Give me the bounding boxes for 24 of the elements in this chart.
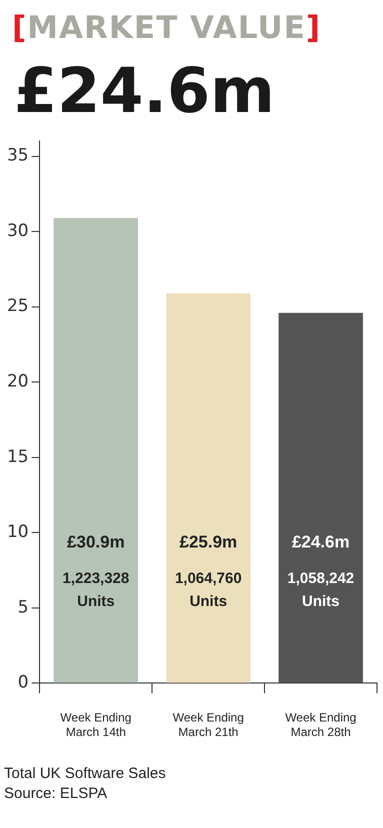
y-tick-label: 30 [6, 220, 29, 241]
data-label: £30.9m [67, 532, 125, 552]
x-tick-label: Week Ending March 21th [172, 710, 244, 740]
y-tick-label: 10 [6, 522, 29, 542]
y-tick-label: 25 [6, 296, 29, 316]
source-note: Source: ELSPA [4, 784, 108, 804]
data-label: £24.6m [292, 532, 350, 552]
annotation: 1,058,242 Units [287, 570, 354, 610]
y-tick-label: 20 [6, 372, 29, 392]
chart-subtitle: £24.6m [14, 54, 276, 128]
y-tick-label: 5 [18, 597, 29, 618]
text: Total UK Software Sales [4, 764, 167, 784]
annotation: 1,064,760 Units [174, 570, 242, 610]
chart-title: [MARKET VALUE] [12, 10, 322, 46]
x-tick-label: Week Ending March 28th [285, 710, 356, 740]
y-tick-label: 0 [18, 672, 29, 693]
x-tick-label: Week Ending March 14th [60, 710, 132, 740]
data-label: £25.9m [179, 532, 238, 552]
y-tick-label: 35 [6, 146, 29, 166]
bar [166, 293, 250, 683]
y-tick-label: 15 [6, 446, 29, 467]
bar [54, 218, 138, 683]
bar [278, 312, 363, 683]
annotation: 1,223,328 Units [62, 570, 130, 610]
